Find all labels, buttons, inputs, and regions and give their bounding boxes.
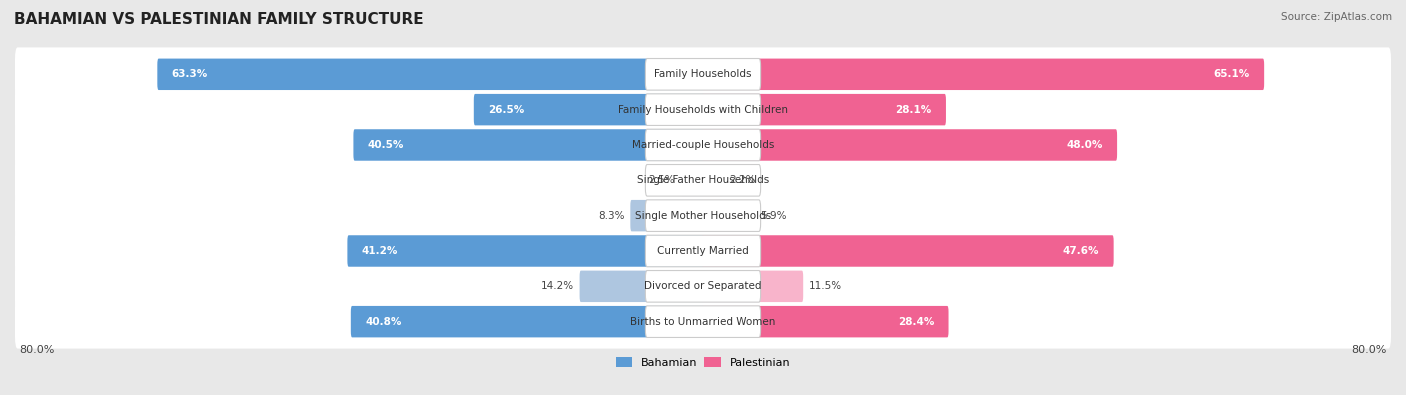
FancyBboxPatch shape xyxy=(702,165,723,196)
FancyBboxPatch shape xyxy=(15,118,1391,172)
Text: 80.0%: 80.0% xyxy=(1351,345,1386,356)
Text: Family Households with Children: Family Households with Children xyxy=(619,105,787,115)
FancyBboxPatch shape xyxy=(702,271,803,302)
FancyBboxPatch shape xyxy=(474,94,704,125)
FancyBboxPatch shape xyxy=(15,189,1391,243)
FancyBboxPatch shape xyxy=(645,58,761,90)
FancyBboxPatch shape xyxy=(645,306,761,337)
FancyBboxPatch shape xyxy=(702,129,1118,161)
Text: 2.5%: 2.5% xyxy=(648,175,675,185)
FancyBboxPatch shape xyxy=(15,47,1391,101)
Text: 48.0%: 48.0% xyxy=(1067,140,1102,150)
FancyBboxPatch shape xyxy=(157,58,704,90)
Text: Currently Married: Currently Married xyxy=(657,246,749,256)
FancyBboxPatch shape xyxy=(347,235,704,267)
FancyBboxPatch shape xyxy=(645,164,761,196)
Text: 14.2%: 14.2% xyxy=(541,281,574,292)
Text: Single Father Households: Single Father Households xyxy=(637,175,769,185)
Text: 5.9%: 5.9% xyxy=(761,211,787,221)
FancyBboxPatch shape xyxy=(15,153,1391,207)
Legend: Bahamian, Palestinian: Bahamian, Palestinian xyxy=(612,353,794,372)
Text: Divorced or Separated: Divorced or Separated xyxy=(644,281,762,292)
FancyBboxPatch shape xyxy=(645,200,761,231)
FancyBboxPatch shape xyxy=(15,83,1391,137)
Text: 28.4%: 28.4% xyxy=(898,317,935,327)
Text: 40.5%: 40.5% xyxy=(367,140,404,150)
Text: Births to Unmarried Women: Births to Unmarried Women xyxy=(630,317,776,327)
Text: 41.2%: 41.2% xyxy=(361,246,398,256)
FancyBboxPatch shape xyxy=(645,271,761,302)
Text: 63.3%: 63.3% xyxy=(172,69,208,79)
Text: 40.8%: 40.8% xyxy=(366,317,401,327)
Text: BAHAMIAN VS PALESTINIAN FAMILY STRUCTURE: BAHAMIAN VS PALESTINIAN FAMILY STRUCTURE xyxy=(14,12,423,27)
Text: 11.5%: 11.5% xyxy=(808,281,842,292)
FancyBboxPatch shape xyxy=(630,200,704,231)
FancyBboxPatch shape xyxy=(352,306,704,337)
Text: 2.2%: 2.2% xyxy=(728,175,755,185)
Text: 65.1%: 65.1% xyxy=(1213,69,1250,79)
FancyBboxPatch shape xyxy=(579,271,704,302)
FancyBboxPatch shape xyxy=(645,235,761,267)
Text: 26.5%: 26.5% xyxy=(488,105,524,115)
Text: Family Households: Family Households xyxy=(654,69,752,79)
FancyBboxPatch shape xyxy=(645,94,761,126)
FancyBboxPatch shape xyxy=(15,224,1391,278)
Text: 47.6%: 47.6% xyxy=(1063,246,1099,256)
FancyBboxPatch shape xyxy=(702,94,946,125)
Text: Single Mother Households: Single Mother Households xyxy=(636,211,770,221)
Text: Source: ZipAtlas.com: Source: ZipAtlas.com xyxy=(1281,12,1392,22)
Text: 28.1%: 28.1% xyxy=(896,105,932,115)
Text: 8.3%: 8.3% xyxy=(598,211,624,221)
Text: Married-couple Households: Married-couple Households xyxy=(631,140,775,150)
FancyBboxPatch shape xyxy=(15,295,1391,348)
FancyBboxPatch shape xyxy=(353,129,704,161)
FancyBboxPatch shape xyxy=(645,129,761,161)
Text: 80.0%: 80.0% xyxy=(20,345,55,356)
FancyBboxPatch shape xyxy=(702,58,1264,90)
FancyBboxPatch shape xyxy=(15,260,1391,313)
FancyBboxPatch shape xyxy=(702,235,1114,267)
FancyBboxPatch shape xyxy=(702,306,949,337)
FancyBboxPatch shape xyxy=(681,165,704,196)
FancyBboxPatch shape xyxy=(702,200,755,231)
